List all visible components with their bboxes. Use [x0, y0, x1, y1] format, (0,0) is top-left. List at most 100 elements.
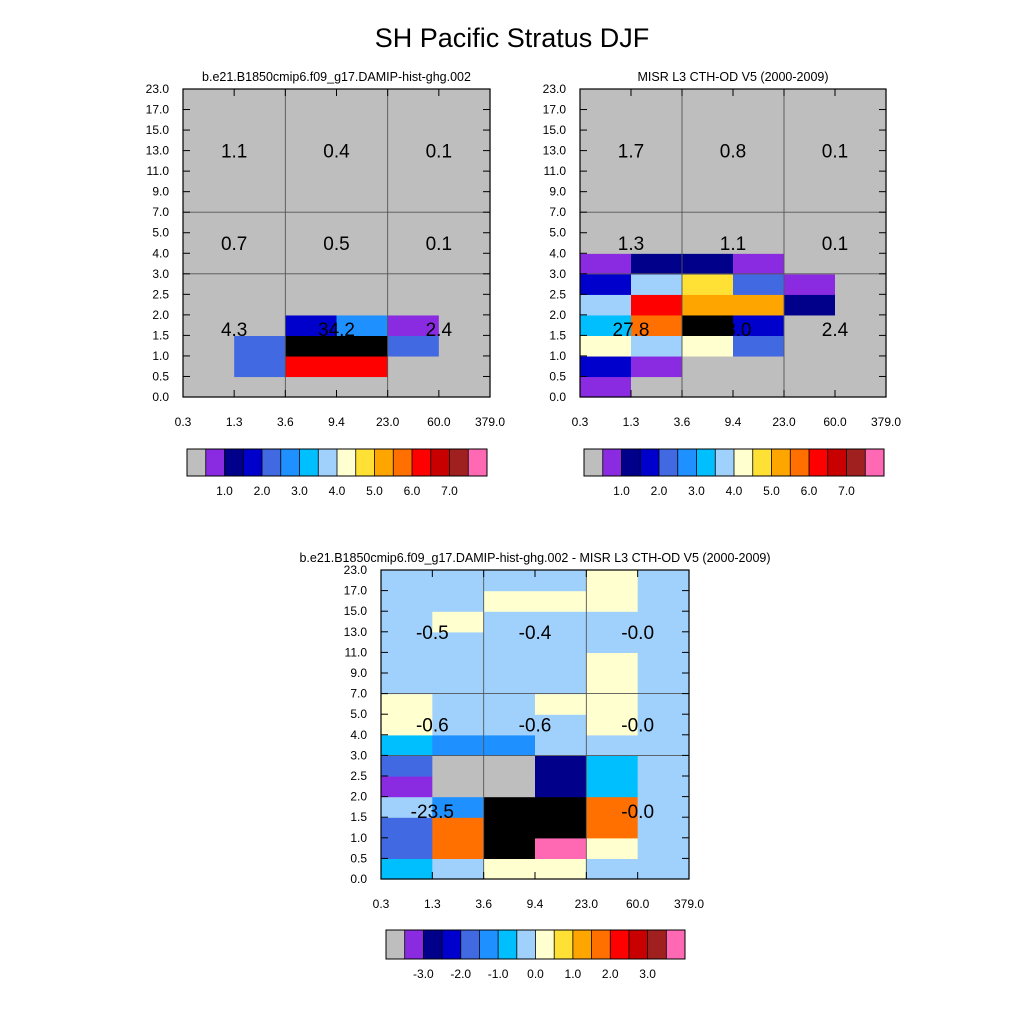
heatmap-cell — [285, 89, 338, 111]
heatmap-cell — [387, 109, 440, 131]
heatmap-cell — [580, 335, 632, 357]
colorbar-swatch — [479, 930, 499, 959]
heatmap-cell — [580, 191, 632, 213]
heatmap-cell — [682, 376, 734, 398]
heatmap-cell — [483, 652, 536, 674]
x-tick-label: 23.0 — [772, 415, 796, 429]
colorbar-frame — [583, 448, 885, 477]
heatmap-cell — [631, 171, 683, 193]
y-tick-label: 0.0 — [350, 872, 367, 886]
heatmap-cell — [682, 191, 734, 213]
heatmap-cell — [580, 89, 632, 111]
heatmap-cell — [631, 130, 683, 152]
heatmap-cell — [234, 294, 286, 316]
x-tick-label: 1.3 — [623, 415, 640, 429]
heatmap-cell — [381, 693, 433, 715]
heatmap-cell — [381, 631, 433, 653]
heatmap-cell — [183, 171, 235, 193]
heatmap-cell — [580, 314, 632, 336]
heatmap-cell — [682, 232, 734, 254]
heatmap-cell — [784, 314, 836, 336]
heatmap-cell — [835, 191, 887, 213]
heatmap-cell — [432, 693, 485, 715]
heatmap-cell — [535, 837, 587, 859]
heatmap-cell — [483, 693, 536, 715]
heatmap-cell — [733, 191, 785, 213]
heatmap-cell — [637, 570, 690, 592]
colorbar-label: -1.0 — [488, 967, 509, 981]
heatmap-cell — [586, 858, 639, 880]
y-tick-label: 2.5 — [350, 769, 367, 783]
heatmap-cell — [483, 673, 536, 695]
colorbar-label: 3.0 — [291, 484, 308, 498]
heatmap-cell — [483, 755, 536, 777]
colorbar-swatch — [666, 930, 686, 959]
heatmap-cell — [381, 796, 433, 818]
heatmap-cell — [586, 776, 639, 798]
heatmap-cell — [336, 130, 389, 152]
heatmap-cell — [285, 150, 338, 172]
heatmap-cell — [637, 837, 690, 859]
heatmap-cell — [387, 253, 440, 275]
colorbar-label: 4.0 — [329, 484, 346, 498]
heatmap-cell — [682, 253, 734, 275]
heatmap-cell — [438, 109, 491, 131]
colorbar-swatch — [640, 449, 660, 476]
heatmap-cell — [336, 89, 389, 111]
page-title: SH Pacific Stratus DJF — [375, 23, 650, 53]
colorbar-swatch — [404, 930, 424, 959]
heatmap-cell — [835, 212, 887, 234]
heatmap-cell — [234, 376, 286, 398]
heatmap-cell — [733, 171, 785, 193]
x-tick-label: 60.0 — [823, 415, 847, 429]
heatmap-cell — [336, 294, 389, 316]
heatmap-cell — [637, 590, 690, 612]
heatmap-cell — [438, 232, 491, 254]
heatmap-cell — [336, 232, 389, 254]
region-sum-label: 1.3 — [618, 234, 644, 255]
heatmap-cell — [784, 355, 836, 378]
heatmap-cell — [682, 314, 734, 336]
region-sum-label: -0.0 — [621, 623, 654, 644]
heatmap-cell — [432, 590, 485, 612]
heatmap-cell — [234, 253, 286, 275]
heatmap-cell — [535, 631, 587, 653]
y-tick-label: 15.0 — [543, 123, 567, 137]
heatmap-cell — [285, 314, 338, 336]
heatmap-cell — [183, 150, 235, 172]
heatmap-cell — [631, 191, 683, 213]
colorbar-swatch — [621, 449, 641, 476]
colorbar-swatch — [715, 449, 735, 476]
colorbar-swatch — [423, 930, 443, 959]
heatmap-cell — [387, 171, 440, 193]
heatmap-panel-3: b.e21.B1850cmip6.f09_g17.DAMIP-hist-ghg.… — [299, 551, 770, 981]
heatmap-cell — [733, 212, 785, 234]
region-sum-label: 0.4 — [323, 142, 350, 163]
heatmap-cell — [784, 376, 836, 398]
heatmap-cell — [483, 570, 536, 592]
colorbar-swatch — [696, 449, 716, 476]
heatmap-cell — [733, 273, 785, 295]
x-tick-label: 23.0 — [575, 897, 599, 911]
heatmap-cell — [234, 314, 286, 336]
heatmap-cell — [432, 776, 485, 798]
heatmap-cell — [631, 335, 683, 357]
heatmap-cell — [336, 355, 389, 378]
x-tick-label: 0.3 — [175, 415, 192, 429]
colorbar-swatch — [734, 449, 754, 476]
heatmap-cell — [535, 693, 587, 715]
colorbar-label: 5.0 — [763, 484, 780, 498]
y-tick-label: 2.5 — [152, 287, 169, 301]
heatmap-cell — [535, 776, 587, 798]
y-tick-label: 1.0 — [152, 349, 169, 363]
heatmap-cell — [234, 171, 286, 193]
heatmap-cell — [183, 89, 235, 111]
y-tick-label: 0.5 — [152, 369, 169, 383]
heatmap-cell — [637, 776, 690, 798]
region-sum-label: 0.1 — [822, 234, 848, 255]
region-sum-label: 34.2 — [318, 320, 355, 341]
region-sum-label: -0.5 — [416, 623, 449, 644]
heatmap-cell — [637, 673, 690, 695]
heatmap-cell — [586, 734, 639, 756]
heatmap-cell — [387, 89, 440, 111]
